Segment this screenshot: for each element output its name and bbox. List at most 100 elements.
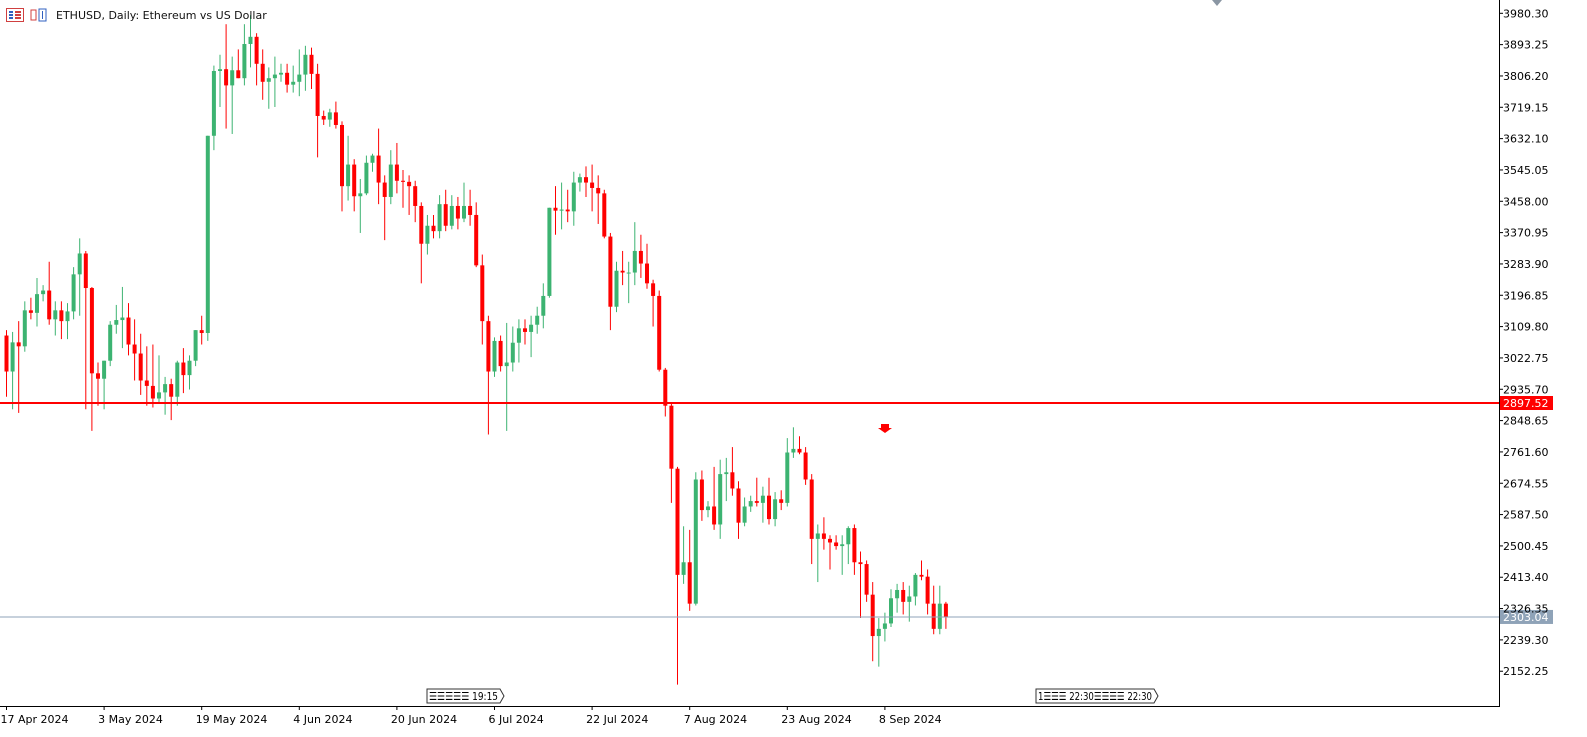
candle-body — [571, 182, 576, 212]
chart-title: ETHUSD, Daily: Ethereum vs US Dollar — [56, 8, 267, 22]
candle-body — [907, 596, 912, 602]
candle-body — [401, 180, 405, 182]
candle-body — [486, 321, 491, 372]
candle-body — [126, 317, 131, 345]
candle — [236, 49, 241, 79]
candle-body — [218, 69, 222, 71]
hline-price-label-bg — [1500, 396, 1553, 411]
candle-body — [291, 81, 296, 85]
candle-body — [632, 250, 637, 273]
candle — [89, 286, 94, 431]
candle-body — [590, 182, 595, 188]
candle-body — [16, 342, 21, 347]
x-tick-label: 19 May 2024 — [196, 713, 268, 726]
candle — [925, 569, 930, 615]
x-tick-label: 8 Sep 2024 — [879, 713, 942, 726]
candle — [620, 250, 625, 286]
candle — [242, 24, 247, 86]
candle — [297, 49, 302, 97]
candle-body — [516, 328, 521, 343]
y-tick-label: 3196.85 — [1503, 289, 1549, 302]
candle-body — [943, 603, 948, 617]
candle — [779, 490, 784, 511]
candle — [730, 447, 735, 496]
candle — [590, 164, 595, 212]
candle-body — [309, 54, 314, 74]
candle-body — [108, 324, 113, 361]
chart-type-icon[interactable] — [30, 8, 48, 22]
candle-body — [321, 115, 326, 120]
candle — [553, 186, 558, 235]
candle-body — [474, 214, 479, 266]
candle-body — [431, 225, 436, 232]
candle-body — [620, 270, 625, 273]
candle — [230, 56, 235, 134]
event-marker-label: 1☰☰☰ 22:30☰☰☰☰ 22:30 — [1038, 690, 1152, 703]
candle-body — [413, 186, 418, 206]
candle — [864, 560, 869, 602]
candle-body — [803, 452, 808, 480]
candle-body — [693, 479, 698, 604]
candle — [394, 142, 399, 194]
candle-body — [638, 250, 643, 264]
candle — [144, 346, 149, 406]
candle — [852, 524, 857, 575]
chart-list-icon[interactable] — [6, 8, 24, 22]
candle — [541, 283, 546, 329]
candle — [699, 470, 704, 521]
candle — [498, 335, 503, 372]
candle-body — [279, 72, 283, 75]
candle-body — [919, 574, 924, 577]
candle-body — [102, 360, 107, 379]
candle-body — [553, 207, 558, 211]
candle-body — [41, 290, 46, 295]
candle — [614, 261, 619, 313]
candle — [193, 330, 198, 367]
candle — [840, 535, 845, 575]
candle — [474, 202, 479, 268]
candle-body — [211, 70, 216, 136]
y-tick-label: 2935.70 — [1503, 383, 1549, 396]
y-tick-label: 3980.30 — [1503, 7, 1549, 20]
candle — [742, 497, 747, 527]
candle — [413, 180, 418, 223]
candle — [602, 189, 607, 239]
candle — [352, 159, 357, 212]
candle — [150, 344, 155, 408]
candle — [224, 24, 229, 129]
candle-body — [706, 506, 710, 511]
candle — [943, 601, 948, 629]
candle-body — [425, 225, 430, 244]
candle — [407, 175, 412, 215]
candle — [571, 171, 576, 226]
candle-body — [394, 164, 399, 181]
candle-body — [925, 576, 930, 604]
candle-body — [163, 384, 168, 393]
chart-title-bar: ETHUSD, Daily: Ethereum vs US Dollar — [6, 6, 267, 24]
candle-body — [96, 373, 100, 379]
candle-body — [889, 598, 893, 624]
y-tick-label: 2326.35 — [1503, 603, 1549, 616]
candle-body — [77, 253, 82, 275]
event-marker-bg — [1035, 688, 1159, 704]
y-tick-label: 3458.00 — [1503, 195, 1549, 208]
candle — [657, 290, 662, 372]
candle-body — [455, 205, 460, 219]
y-tick-label: 3545.05 — [1503, 164, 1549, 177]
candle-body — [419, 205, 424, 244]
candle — [492, 337, 497, 377]
candle — [693, 472, 698, 606]
candle-body — [297, 74, 302, 82]
candle-body — [699, 479, 704, 511]
candle-body — [791, 448, 796, 453]
candle — [876, 618, 881, 667]
candle — [35, 277, 39, 327]
candle — [382, 175, 387, 241]
candle — [181, 348, 186, 394]
candle — [309, 47, 314, 89]
candle — [931, 585, 936, 635]
candle — [462, 182, 466, 223]
candle-body — [846, 528, 851, 545]
